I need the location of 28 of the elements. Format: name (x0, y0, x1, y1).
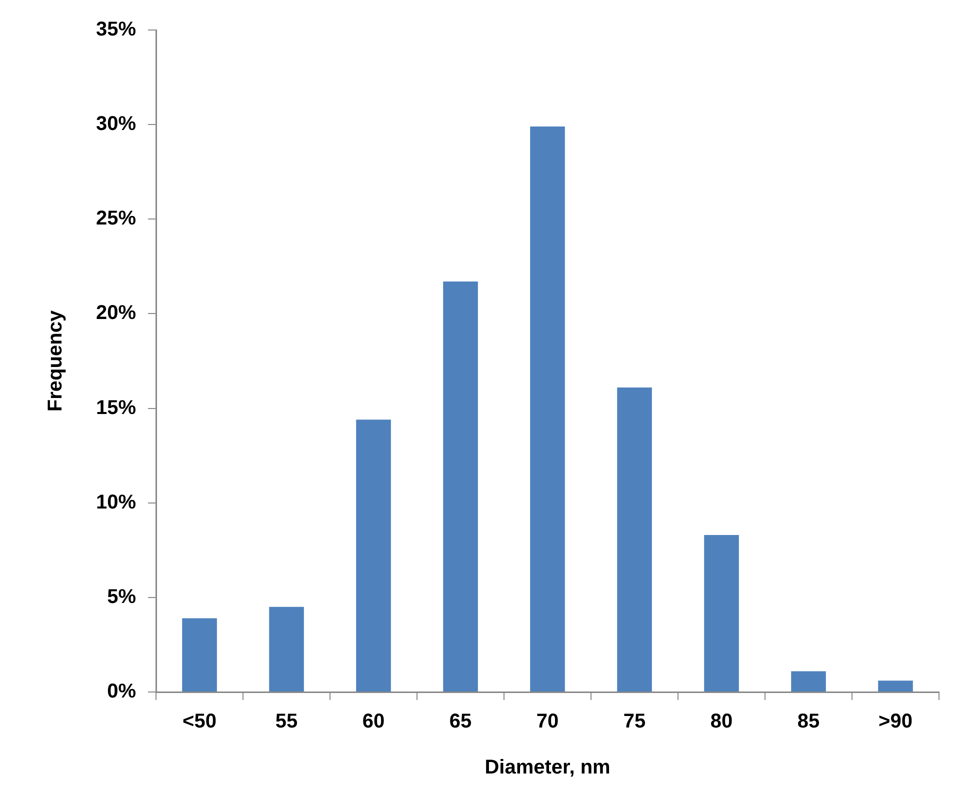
y-tick-label: 15% (96, 396, 136, 419)
y-tick-label: 30% (96, 113, 136, 136)
y-tick-label: 35% (96, 18, 136, 41)
bar (704, 535, 739, 692)
x-tick-label: 55 (275, 710, 298, 733)
y-axis-title: Frequency (44, 310, 67, 412)
y-tick-label: 0% (107, 680, 136, 703)
x-axis-title: Diameter, nm (484, 756, 610, 779)
bar (617, 387, 652, 692)
x-tick-label: 85 (797, 710, 820, 733)
x-tick-label: 80 (710, 710, 733, 733)
x-tick-label: >90 (878, 710, 912, 733)
x-tick-label: <50 (182, 710, 216, 733)
bar (269, 606, 304, 692)
x-tick-label: 60 (362, 710, 385, 733)
bar (356, 420, 391, 692)
bar (182, 618, 217, 692)
bar (443, 282, 478, 692)
x-tick-label: 75 (623, 710, 646, 733)
y-tick-label: 10% (96, 491, 136, 514)
y-tick-label: 20% (96, 302, 136, 324)
bar (530, 126, 565, 692)
y-tick-label: 5% (107, 586, 136, 608)
bar (878, 680, 913, 692)
x-tick-label: 70 (536, 710, 559, 733)
y-tick-label: 25% (96, 208, 136, 230)
bar (791, 671, 826, 692)
x-tick-label: 65 (449, 710, 472, 733)
